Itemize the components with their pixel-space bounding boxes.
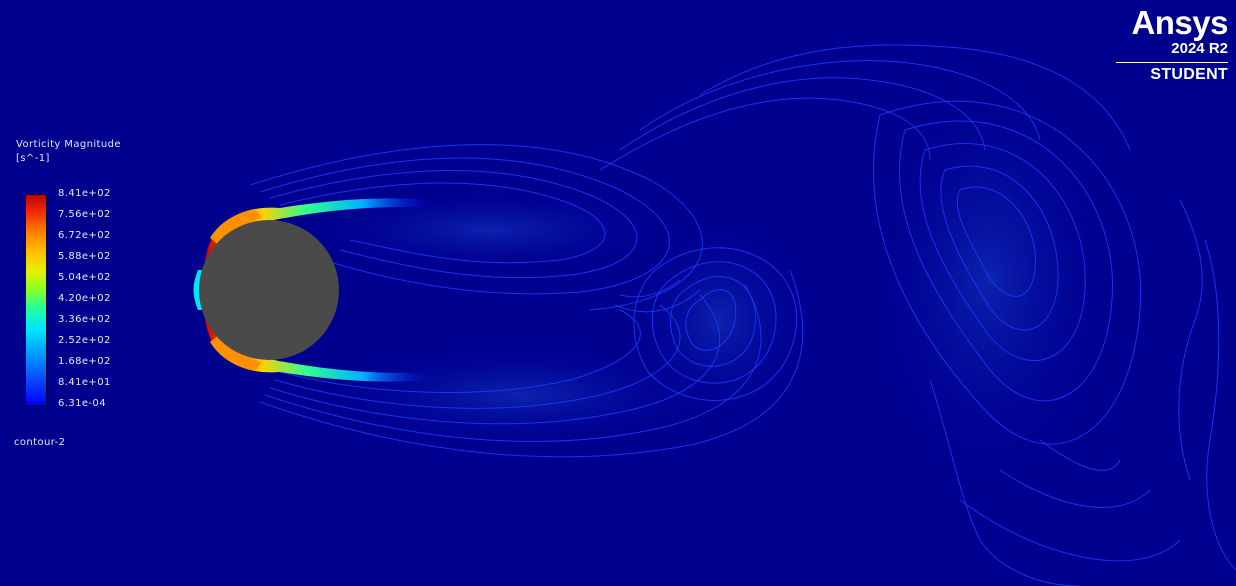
contour-lines xyxy=(249,44,1236,586)
brand-name: Ansys xyxy=(1131,4,1228,41)
ansys-logo: Ansys 2024 R2 STUDENT xyxy=(1116,4,1229,85)
tick-label: 6.31e-04 xyxy=(58,398,106,409)
tick-label: 8.41e+02 xyxy=(58,188,111,199)
legend-title: Vorticity Magnitude xyxy=(16,139,121,150)
tick-label: 6.72e+02 xyxy=(58,230,111,241)
tick-label: 7.56e+02 xyxy=(58,209,111,220)
contour-name: contour-2 xyxy=(14,437,66,448)
colorbar[interactable] xyxy=(25,194,47,406)
tick-label: 3.36e+02 xyxy=(58,314,111,325)
tick-label: 8.41e+01 xyxy=(58,377,111,388)
brand-version: 2024 R2 xyxy=(1171,40,1228,57)
brand-edition: STUDENT xyxy=(1150,66,1228,83)
legend-units: [s^-1] xyxy=(16,153,50,164)
tick-label: 5.04e+02 xyxy=(58,272,111,283)
tick-label: 4.20e+02 xyxy=(58,293,111,304)
tick-label: 2.52e+02 xyxy=(58,335,111,346)
tick-label: 5.88e+02 xyxy=(58,251,111,262)
tick-label: 1.68e+02 xyxy=(58,356,111,367)
brand-divider xyxy=(1116,62,1228,63)
cylinder[interactable] xyxy=(199,220,339,360)
